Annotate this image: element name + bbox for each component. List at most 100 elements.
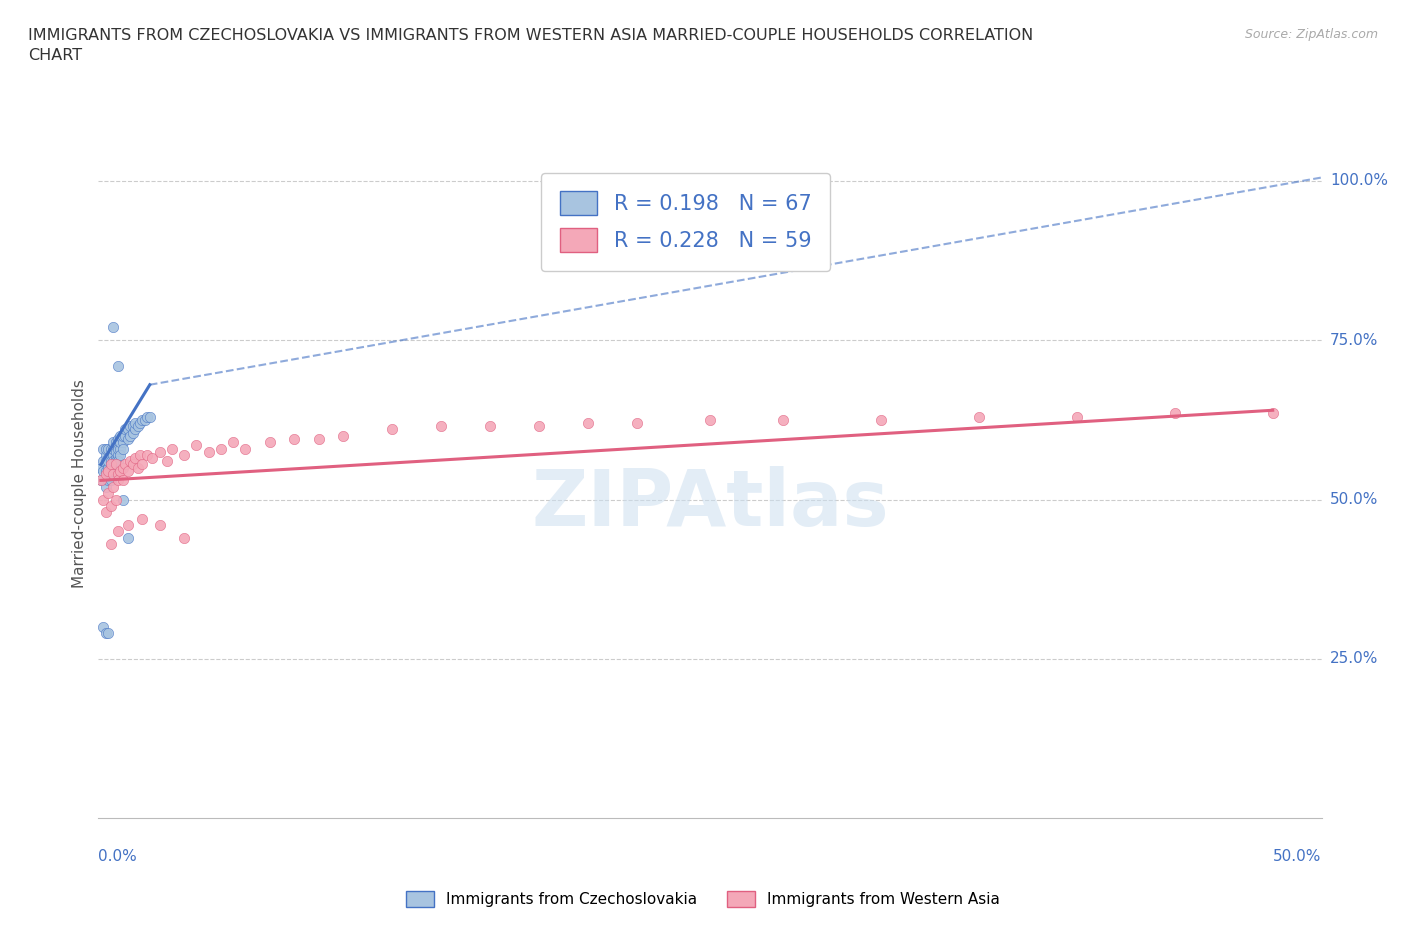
Point (197, 445, 219, 459)
Point (111, 441, 134, 456)
Point (97, 626, 120, 641)
Point (139, 409, 162, 424)
Point (100, 441, 122, 456)
Point (117, 463, 139, 478)
Point (283, 432, 305, 446)
Point (131, 457, 153, 472)
Point (101, 434, 124, 449)
Point (104, 451, 127, 466)
Point (97, 473, 120, 488)
Point (114, 429, 136, 444)
Text: 100.0%: 100.0% (1330, 173, 1388, 188)
Point (117, 422, 139, 437)
Point (127, 418, 149, 433)
Point (100, 457, 122, 472)
Point (91, 619, 114, 634)
Point (233, 441, 256, 456)
Point (94, 447, 117, 462)
Point (94, 454, 117, 469)
Point (110, 429, 132, 444)
Point (91, 463, 114, 478)
Point (131, 412, 153, 427)
Point (90, 473, 112, 488)
Point (107, 467, 129, 482)
Point (94, 626, 117, 641)
Point (124, 451, 146, 466)
Text: IMMIGRANTS FROM CZECHOSLOVAKIA VS IMMIGRANTS FROM WESTERN ASIA MARRIED-COUPLE HO: IMMIGRANTS FROM CZECHOSLOVAKIA VS IMMIGR… (28, 28, 1033, 62)
Point (129, 447, 152, 462)
Point (381, 422, 404, 437)
Point (94, 467, 117, 482)
Point (131, 512, 153, 526)
Text: Source: ZipAtlas.com: Source: ZipAtlas.com (1244, 28, 1378, 41)
Point (149, 518, 172, 533)
Point (120, 454, 142, 469)
Point (100, 537, 122, 551)
Point (576, 416, 599, 431)
Point (117, 518, 139, 533)
Point (101, 467, 124, 482)
Text: 50.0%: 50.0% (1274, 849, 1322, 864)
Point (90, 473, 112, 488)
Point (107, 447, 129, 462)
Point (91, 441, 114, 456)
Point (626, 416, 648, 431)
Point (160, 441, 183, 456)
Point (107, 441, 129, 456)
Point (699, 412, 721, 427)
Point (94, 463, 117, 478)
Point (127, 460, 149, 475)
Point (149, 445, 172, 459)
Point (134, 412, 156, 427)
Y-axis label: Married-couple Households: Married-couple Households (72, 379, 87, 588)
Point (101, 441, 124, 456)
Point (94, 505, 117, 520)
Point (173, 530, 195, 545)
Point (100, 447, 122, 462)
Point (100, 473, 122, 488)
Text: 75.0%: 75.0% (1330, 333, 1378, 348)
Point (97, 467, 120, 482)
Point (110, 447, 132, 462)
Point (111, 434, 134, 449)
Point (136, 447, 159, 462)
Legend: Immigrants from Czechoslovakia, Immigrants from Western Asia: Immigrants from Czechoslovakia, Immigran… (399, 884, 1007, 913)
Point (120, 418, 142, 433)
Text: 50.0%: 50.0% (1330, 492, 1378, 507)
Point (114, 457, 136, 472)
Point (97, 451, 120, 466)
Point (91, 454, 114, 469)
Point (100, 463, 122, 478)
Point (136, 409, 159, 424)
Point (141, 451, 163, 466)
Point (94, 441, 117, 456)
Point (110, 463, 132, 478)
Point (1066, 409, 1088, 424)
Text: 25.0%: 25.0% (1330, 652, 1378, 667)
Point (967, 409, 990, 424)
Point (107, 473, 129, 488)
Point (173, 447, 195, 462)
Point (527, 418, 550, 433)
Point (129, 416, 152, 431)
Point (209, 441, 232, 456)
Point (100, 457, 122, 472)
Point (101, 479, 124, 494)
Point (104, 457, 127, 472)
Point (117, 530, 139, 545)
Point (121, 425, 143, 440)
Point (97, 485, 120, 500)
Legend: R = 0.198   N = 67, R = 0.228   N = 59: R = 0.198 N = 67, R = 0.228 N = 59 (541, 173, 831, 271)
Point (156, 454, 179, 469)
Point (430, 418, 453, 433)
Point (107, 358, 129, 373)
Point (107, 432, 129, 446)
Point (186, 438, 208, 453)
Point (91, 473, 114, 488)
Point (107, 524, 129, 538)
Text: ZIPAtlas: ZIPAtlas (531, 466, 889, 541)
Point (107, 454, 129, 469)
Point (121, 457, 143, 472)
Point (1261, 406, 1284, 421)
Point (222, 434, 245, 449)
